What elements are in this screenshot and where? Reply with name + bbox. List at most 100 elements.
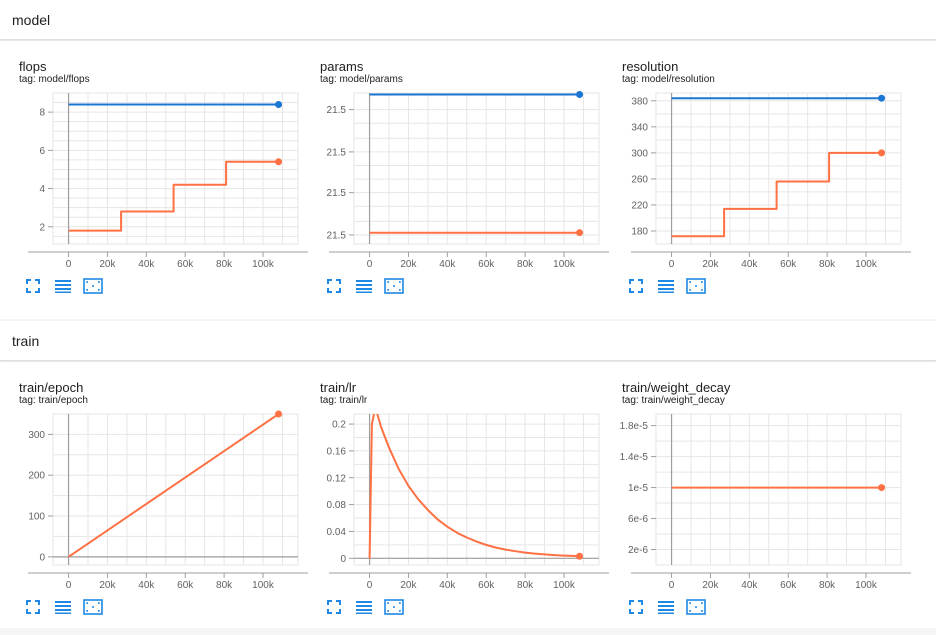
y-tick-label: 0.16 bbox=[327, 446, 347, 457]
expand-icon[interactable] bbox=[324, 277, 344, 295]
chart-tag: tag: train/epoch bbox=[19, 395, 88, 406]
fit-domain-icon[interactable] bbox=[384, 277, 404, 295]
chart-title: train/lr bbox=[320, 380, 357, 395]
fit-domain-icon[interactable] bbox=[686, 598, 706, 616]
section-header-model[interactable]: model bbox=[0, 0, 936, 40]
fit-domain-icon[interactable] bbox=[384, 598, 404, 616]
lines-icon[interactable] bbox=[53, 277, 73, 295]
plot-frame bbox=[655, 413, 902, 566]
fit-domain-icon[interactable] bbox=[83, 277, 103, 295]
series-end-point[interactable] bbox=[878, 149, 886, 157]
x-tick-label: 40k bbox=[741, 580, 758, 591]
chart-tag: tag: train/weight_decay bbox=[622, 395, 725, 406]
series-end-point[interactable] bbox=[275, 158, 283, 166]
expand-icon[interactable] bbox=[23, 598, 43, 616]
plot-frame bbox=[52, 92, 299, 245]
x-tick-label: 0 bbox=[66, 580, 72, 591]
x-tick-label: 40k bbox=[138, 580, 155, 591]
series-line[interactable] bbox=[671, 151, 882, 238]
x-tick-label: 100k bbox=[553, 259, 576, 270]
x-tick-label: 20k bbox=[99, 259, 116, 270]
series-end-point[interactable] bbox=[878, 484, 886, 492]
lines-icon[interactable] bbox=[354, 598, 374, 616]
plot-frame bbox=[52, 413, 299, 566]
lines-icon[interactable] bbox=[354, 277, 374, 295]
chart-card-train-weight-decay: train/weight_decay tag: train/weight_dec… bbox=[616, 380, 916, 630]
series-end-point[interactable] bbox=[576, 91, 584, 99]
y-tick-label: 340 bbox=[631, 122, 648, 133]
x-tick-label: 0 bbox=[669, 259, 675, 270]
y-tick-label: 6 bbox=[39, 146, 45, 157]
x-tick-label: 0 bbox=[669, 580, 675, 591]
series-line[interactable] bbox=[68, 414, 280, 558]
y-tick-label: 0.12 bbox=[327, 473, 347, 484]
series-end-point[interactable] bbox=[576, 229, 584, 237]
x-tick-label: 80k bbox=[517, 259, 534, 270]
expand-icon[interactable] bbox=[626, 277, 646, 295]
expand-icon[interactable] bbox=[324, 598, 344, 616]
y-tick-label: 0.08 bbox=[327, 500, 347, 511]
chart-toolbar bbox=[23, 276, 103, 296]
section-title: train bbox=[12, 333, 40, 349]
chart-title: params bbox=[320, 59, 364, 74]
chart-toolbar bbox=[324, 276, 404, 296]
x-tick-label: 80k bbox=[517, 580, 534, 591]
x-tick-label: 20k bbox=[99, 580, 116, 591]
expand-icon[interactable] bbox=[626, 598, 646, 616]
series-end-point[interactable] bbox=[275, 100, 283, 108]
chart-plot[interactable]: 0 0.04 0.08 0.12 0.16 0.2 0 20k 40k 60k 80k 100k bbox=[314, 410, 614, 595]
series-line[interactable] bbox=[68, 160, 279, 232]
fit-domain-icon[interactable] bbox=[686, 277, 706, 295]
y-tick-label: 4 bbox=[39, 184, 45, 195]
lines-icon[interactable] bbox=[53, 598, 73, 616]
x-tick-label: 80k bbox=[819, 580, 836, 591]
chart-plot[interactable]: 0 100 200 300 0 20k 40k 60k 80k 100k bbox=[13, 410, 313, 595]
chart-tag: tag: model/params bbox=[320, 74, 403, 85]
y-tick-label: 1.4e-5 bbox=[620, 452, 649, 463]
chart-plot[interactable]: 180 220 260 300 340 380 0 20k 40k 60k 80k 100k bbox=[616, 89, 916, 274]
x-tick-label: 40k bbox=[439, 580, 456, 591]
section-body-train: train/epoch tag: train/epoch 0 100 200 300 0… bbox=[0, 362, 936, 628]
lines-icon[interactable] bbox=[656, 277, 676, 295]
chart-title: flops bbox=[19, 59, 47, 74]
y-tick-label: 300 bbox=[631, 148, 648, 159]
x-tick-label: 20k bbox=[702, 259, 719, 270]
x-tick-label: 60k bbox=[780, 259, 797, 270]
x-tick-label: 0 bbox=[367, 259, 373, 270]
y-tick-label: 260 bbox=[631, 174, 648, 185]
section-header-train[interactable]: train bbox=[0, 321, 936, 361]
x-tick-label: 20k bbox=[400, 580, 417, 591]
y-tick-label: 200 bbox=[28, 471, 45, 482]
fit-domain-icon[interactable] bbox=[83, 598, 103, 616]
y-tick-label: 1e-5 bbox=[628, 483, 648, 494]
y-tick-label: 2 bbox=[39, 222, 45, 233]
y-tick-label: 180 bbox=[631, 226, 648, 237]
chart-tag: tag: model/flops bbox=[19, 74, 90, 85]
x-tick-label: 80k bbox=[216, 580, 233, 591]
chart-plot[interactable]: 2e-6 6e-6 1e-5 1.4e-5 1.8e-5 0 20k 40k 60k 80k 100… bbox=[616, 410, 916, 595]
x-tick-label: 80k bbox=[819, 259, 836, 270]
chart-toolbar bbox=[626, 597, 706, 617]
series-end-point[interactable] bbox=[275, 410, 283, 418]
x-tick-label: 60k bbox=[177, 580, 194, 591]
expand-icon[interactable] bbox=[23, 277, 43, 295]
lines-icon[interactable] bbox=[656, 598, 676, 616]
chart-toolbar bbox=[23, 597, 103, 617]
series-end-point[interactable] bbox=[878, 94, 886, 102]
y-tick-label: 0 bbox=[340, 554, 346, 565]
x-tick-label: 20k bbox=[400, 259, 417, 270]
y-tick-label: 380 bbox=[631, 96, 648, 107]
series-line[interactable] bbox=[368, 410, 580, 559]
x-tick-label: 0 bbox=[66, 259, 72, 270]
y-tick-label: 0 bbox=[39, 552, 45, 563]
x-tick-label: 100k bbox=[252, 580, 275, 591]
chart-toolbar bbox=[626, 276, 706, 296]
series-end-point[interactable] bbox=[576, 552, 584, 560]
y-tick-label: 0.2 bbox=[332, 420, 346, 431]
chart-plot[interactable]: 2 4 6 8 0 20k 40k 60k 80k 100k bbox=[13, 89, 313, 274]
y-tick-label: 21.5 bbox=[327, 147, 347, 158]
chart-title: train/epoch bbox=[19, 380, 84, 395]
y-tick-label: 8 bbox=[39, 108, 45, 119]
y-tick-label: 21.5 bbox=[327, 105, 347, 116]
chart-plot[interactable]: 21.5 21.5 21.5 21.5 0 20k 40k 60k 80k 100k bbox=[314, 89, 614, 274]
